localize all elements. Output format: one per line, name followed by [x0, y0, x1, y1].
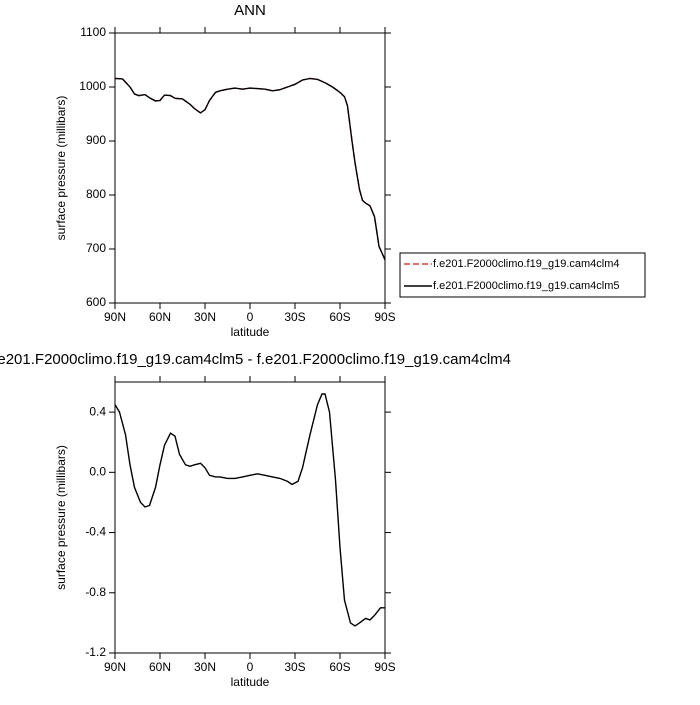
- data-line: [114, 77, 386, 261]
- y-tick-label: 1000: [79, 79, 106, 93]
- x-tick-label: 0: [247, 310, 254, 324]
- y-tick-label: 900: [86, 133, 106, 147]
- y-axis-label: surface pressure (millibars): [54, 96, 68, 241]
- data-line: [114, 77, 386, 261]
- legend-label: f.e201.F2000climo.f19_g19.cam4clm5: [433, 280, 620, 292]
- plot-frame: [114, 381, 386, 654]
- x-tick-label: 0: [247, 660, 254, 674]
- x-axis-label: latitude: [231, 675, 270, 689]
- y-tick-label: 700: [86, 241, 106, 255]
- x-tick-label: 30S: [284, 310, 305, 324]
- y-tick-label: 600: [86, 295, 106, 309]
- x-tick-label: 90N: [104, 660, 126, 674]
- chart-title: f.e201.F2000climo.f19_g19.cam4clm5 - f.e…: [0, 351, 511, 368]
- x-tick-label: 60S: [329, 310, 350, 324]
- y-tick-label: 0.4: [89, 404, 106, 418]
- y-tick-label: 1100: [80, 25, 106, 39]
- plot-frame: [114, 32, 386, 304]
- legend-box: [399, 252, 646, 298]
- legend-label: f.e201.F2000climo.f19_g19.cam4clm4: [433, 258, 620, 270]
- y-tick-label: -0.8: [85, 585, 106, 599]
- y-tick-label: -1.2: [85, 645, 106, 659]
- x-tick-label: 60S: [329, 660, 350, 674]
- x-tick-label: 60N: [149, 310, 171, 324]
- x-axis-label: latitude: [231, 325, 270, 339]
- x-tick-label: 30N: [194, 310, 216, 324]
- x-tick-label: 30N: [194, 660, 216, 674]
- data-line: [114, 393, 385, 627]
- x-tick-label: 90S: [374, 310, 395, 324]
- y-tick-label: 800: [86, 187, 106, 201]
- x-tick-label: 60N: [149, 660, 171, 674]
- y-tick-label: 0.0: [89, 465, 106, 479]
- x-tick-label: 90S: [374, 660, 395, 674]
- x-tick-label: 30S: [284, 660, 305, 674]
- y-axis-label: surface pressure (millibars): [54, 445, 68, 590]
- x-tick-label: 90N: [104, 310, 126, 324]
- chart-title: ANN: [234, 2, 266, 19]
- y-tick-label: -0.4: [85, 525, 106, 539]
